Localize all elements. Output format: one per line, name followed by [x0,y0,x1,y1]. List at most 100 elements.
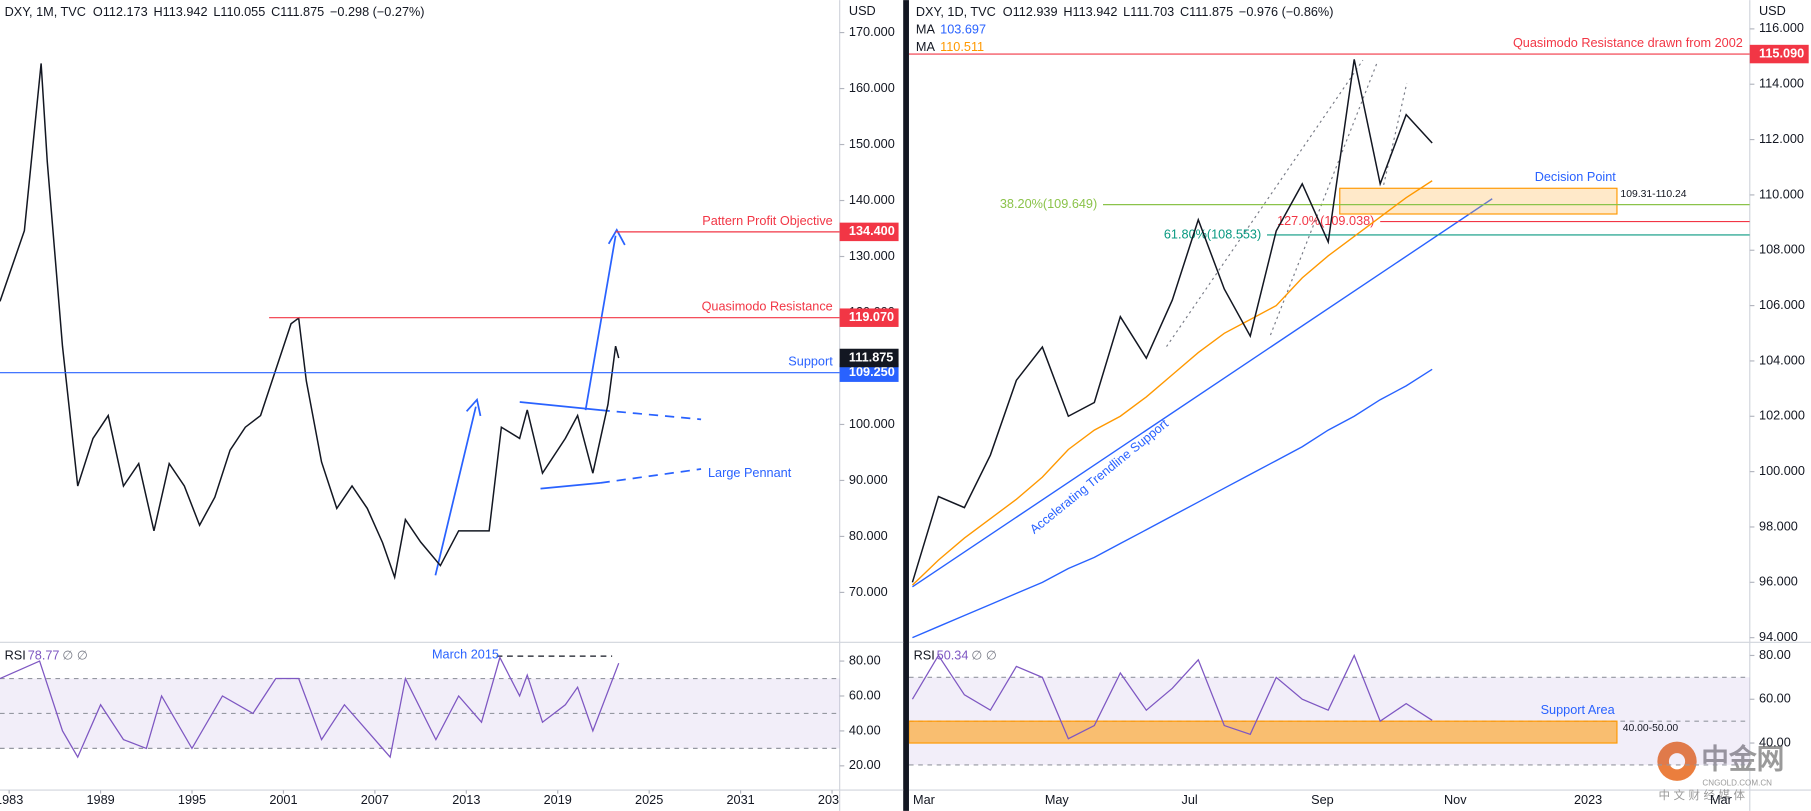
rsi-tick-label: 20.00 [849,758,881,772]
rsi-tick-label: 40.00 [1759,735,1791,749]
trendline [912,198,1493,588]
y-tick-label: 160.000 [849,81,895,95]
y-tick-label: 70.000 [849,585,888,599]
rsi-zone-title: Support Area [1541,703,1616,717]
y-tick-label: 80.000 [849,529,888,543]
pennant-line [540,482,601,490]
arrow [584,235,617,411]
price-tag [839,222,899,242]
rsi-line [911,653,1433,740]
price-tag [1749,44,1809,64]
zone-title: Decision Point [1535,170,1617,184]
x-tick-label: 2037 [818,793,846,807]
ohlc: C111.875 [271,5,324,19]
x-tick-label: 2019 [544,793,572,807]
zone [1339,187,1618,215]
price-tag-label: 115.090 [1759,46,1804,60]
currency: USD [849,4,876,18]
x-tick-label: 1983 [0,793,23,807]
price-tag-label: 109.250 [849,365,895,379]
rsi-tick-label: 60.00 [1759,692,1791,706]
fib-label: 38.20%(109.649) [1000,197,1097,211]
x-tick-label: 2001 [269,793,297,807]
y-tick-label: 116.000 [1759,21,1804,35]
logo [1668,753,1686,770]
fib-guide [1269,63,1378,336]
rsi-title: RSI [5,648,26,662]
symbol: DXY, 1D, TVC [916,5,996,19]
y-tick-label: 100.000 [1759,464,1805,478]
price-line [0,63,620,581]
rsi-tick-label: 60.00 [849,688,881,702]
x-tick-label: May [1045,793,1070,807]
y-tick-label: 106.000 [1759,298,1805,312]
y-tick-label: 150.000 [849,137,895,151]
rsi-tick-label: 40.00 [849,723,881,737]
level-text: Support [788,355,833,369]
rsi-title: RSI [914,648,935,662]
fib-drawing [1166,59,1408,347]
ma-name: MA [916,22,936,36]
y-tick-label: 170.000 [849,25,895,39]
drawings [434,228,702,576]
arrow-head [465,397,482,417]
x-tick-label: Nov [1444,793,1467,807]
rsi-flags: ∅ ∅ [62,648,88,662]
price-tag-label: 134.400 [849,224,895,238]
rsi-flags: ∅ ∅ [971,648,997,662]
ma-name: MA [916,40,936,54]
ohlc: O112.939 [1003,5,1058,19]
rsi-tick-label: 80.00 [849,653,881,667]
pane: 38.20%(109.649) 61.80%(108.553) 127.0%(109… [908,53,1750,639]
x-tick-label: 1989 [86,793,114,807]
y-tick-label: 110.000 [1759,187,1804,201]
last-price-label: 111.875 [849,350,893,364]
y-tick-label: 114.000 [1759,77,1804,91]
rsi-pane [0,655,840,759]
x-tick-label: 2013 [452,793,480,807]
rsi-value: 50.34 [937,648,969,662]
ma-line [912,368,1433,639]
rsi-line [0,655,620,759]
ohlc: H113.942 [1063,5,1117,19]
pattern-label: Large Pennant [708,466,792,480]
rsi-zone-label: 40.00-50.00 [1623,723,1679,734]
y-tick-label: 112.000 [1759,132,1804,146]
rsi-note: March 2015 [432,647,499,661]
y-tick-label: 90.000 [849,473,888,487]
y-tick-label: 108.000 [1759,243,1805,257]
fib-guide [1166,59,1364,347]
x-tick-label: Sep [1311,793,1334,807]
x-tick-label: Mar [1710,793,1733,807]
ohlc: O112.173 [93,5,148,19]
change: −0.298 (−0.27%) [330,5,425,19]
rsi-tick-label: 80.00 [1759,648,1791,662]
fib-label: 127.0%(109.038) [1277,214,1374,228]
ohlc: L111.703 [1123,5,1174,19]
ma-value: 110.511 [940,40,984,54]
y-tick-label: 104.000 [1759,353,1805,367]
change: −0.976 (−0.86%) [1239,5,1334,19]
y-tick-label: 102.000 [1759,409,1805,423]
fib-guide [1383,83,1408,186]
last-price-tag [839,348,899,368]
level-text: Pattern Profit Objective [702,214,832,228]
y-tick-label: 130.000 [849,249,895,263]
arrow-head [607,228,626,246]
pennant-line [600,409,702,421]
ma-line [911,180,1433,586]
watermark-tagline: 中文财经媒体 [1659,788,1749,802]
pane-divider [903,0,909,811]
watermark-site: CNGOLD.COM.CN [1702,778,1772,787]
x-tick-label: 2031 [726,793,754,807]
ma-value: 103.697 [940,22,986,36]
x-tick-label: Jul [1182,793,1198,807]
symbol: DXY, 1M, TVC [5,5,86,19]
x-tick-label: 1995 [178,793,206,807]
rsi-pane [908,653,1750,766]
header: DXY, 1M, TVC O112.173 H113.942 L110.055 C111… [5,5,425,19]
pennant-line [519,401,601,411]
price-tag [839,363,899,382]
